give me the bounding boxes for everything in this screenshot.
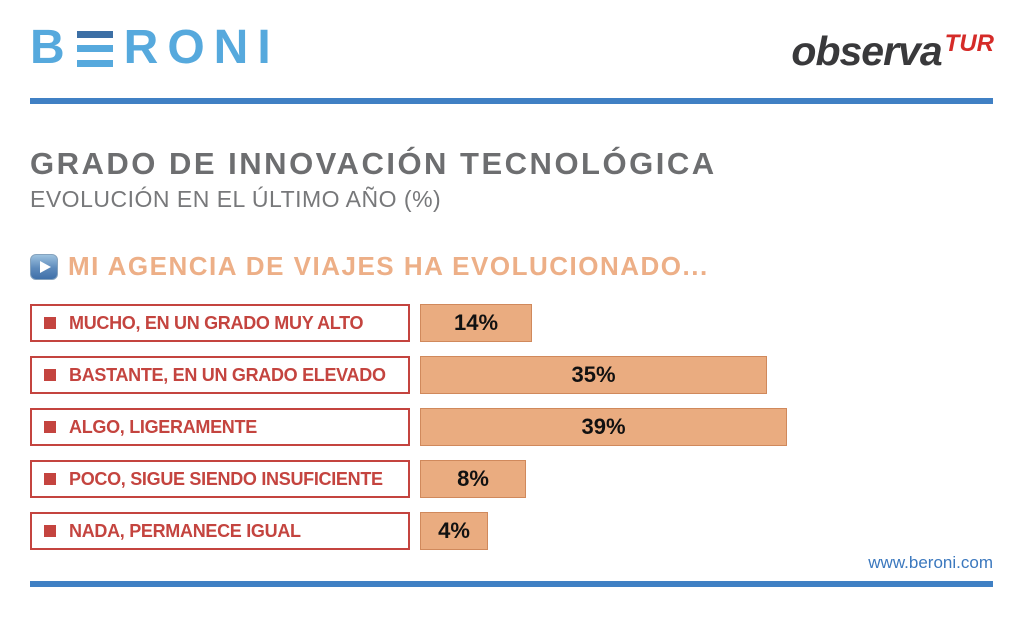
category-label: NADA, PERMANECE IGUAL — [69, 520, 301, 541]
chart-row: MUCHO, EN UN GRADO MUY ALTO 14% — [30, 304, 994, 342]
category-label: BASTANTE, EN UN GRADO ELEVADO — [69, 364, 386, 385]
observatur-logo: observa TUR — [791, 20, 994, 75]
chart-row: POCO, SIGUE SIENDO INSUFICIENTE 8% — [30, 460, 994, 498]
category-label-box: BASTANTE, EN UN GRADO ELEVADO — [30, 356, 410, 394]
square-bullet-icon — [44, 421, 56, 433]
bar-value-label: 8% — [457, 466, 489, 491]
header: B RONI observa TUR — [30, 0, 994, 92]
category-label-box: MUCHO, EN UN GRADO MUY ALTO — [30, 304, 410, 342]
bar: 4% — [420, 512, 488, 550]
bar-value-label: 4% — [438, 518, 470, 543]
page-subtitle: EVOLUCIÓN EN EL ÚLTIMO AÑO (%) — [30, 186, 442, 212]
category-label: POCO, SIGUE SIENDO INSUFICIENTE — [69, 468, 383, 489]
question-heading: MI AGENCIA DE VIAJES HA EVOLUCIONADO... — [30, 251, 994, 282]
square-bullet-icon — [44, 317, 56, 329]
footer: www.beroni.com — [30, 553, 993, 587]
page-title: GRADO DE INNOVACIÓN TECNOLÓGICA — [30, 146, 717, 181]
chart-row: NADA, PERMANECE IGUAL 4% — [30, 512, 994, 550]
category-label-box: POCO, SIGUE SIENDO INSUFICIENTE — [30, 460, 410, 498]
chart-row: BASTANTE, EN UN GRADO ELEVADO 35% — [30, 356, 994, 394]
beroni-logo-e-icon — [76, 31, 113, 67]
beroni-logo-rest: RONI — [123, 21, 280, 74]
bar-value-label: 14% — [453, 310, 499, 335]
website-link[interactable]: www.beroni.com — [868, 553, 993, 572]
square-bullet-icon — [44, 525, 56, 537]
bar: 39% — [420, 408, 787, 446]
question-text: MI AGENCIA DE VIAJES HA EVOLUCIONADO... — [68, 251, 709, 281]
chart-row: ALGO, LIGERAMENTE 39% — [30, 408, 994, 446]
bar-chart: MUCHO, EN UN GRADO MUY ALTO 14% BASTANTE… — [30, 304, 994, 550]
square-bullet-icon — [44, 369, 56, 381]
observatur-logo-tur: TUR — [944, 30, 994, 57]
bar: 14% — [420, 304, 532, 342]
bar: 8% — [420, 460, 526, 498]
play-icon — [30, 253, 58, 280]
category-label-box: ALGO, LIGERAMENTE — [30, 408, 410, 446]
beroni-logo-b: B — [30, 21, 74, 74]
observatur-logo-main: observa — [791, 28, 942, 74]
category-label: ALGO, LIGERAMENTE — [69, 416, 257, 437]
bottom-divider-rule — [30, 581, 993, 587]
bar: 35% — [420, 356, 767, 394]
category-label-box: NADA, PERMANECE IGUAL — [30, 512, 410, 550]
category-label: MUCHO, EN UN GRADO MUY ALTO — [69, 312, 364, 333]
bar-value-label: 39% — [581, 414, 626, 439]
top-divider-rule — [30, 98, 993, 104]
square-bullet-icon — [44, 473, 56, 485]
beroni-logo: B RONI — [30, 20, 280, 76]
bar-value-label: 35% — [571, 362, 616, 387]
